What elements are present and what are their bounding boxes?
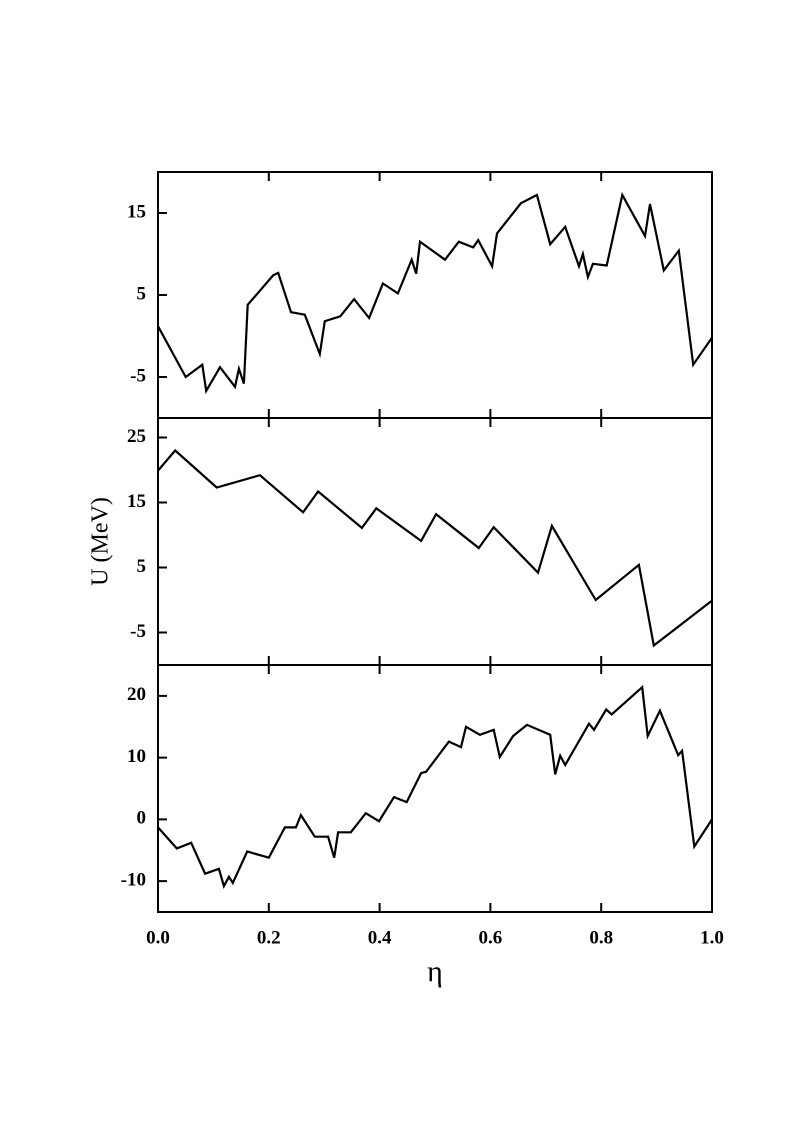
plot-frame xyxy=(157,664,713,913)
x-tick-label: 0.0 xyxy=(146,927,170,948)
plot-frame xyxy=(157,417,713,666)
data-line xyxy=(157,191,713,395)
x-tick-label: 0.4 xyxy=(368,927,392,948)
y-tick-label: 15 xyxy=(127,491,146,512)
x-tick-label: 1.0 xyxy=(700,927,724,948)
y-tick-label: -5 xyxy=(130,365,146,386)
x-tick-label: 0.8 xyxy=(589,927,613,948)
x-axis-title: η xyxy=(427,955,443,988)
y-tick-label: 5 xyxy=(137,283,147,304)
y-tick-label: -5 xyxy=(130,621,146,642)
y-tick-label: 0 xyxy=(137,808,147,829)
y-tick-label: -10 xyxy=(121,869,146,890)
y-axis-title: U (MeV) xyxy=(88,497,114,586)
y-tick-label: 15 xyxy=(127,201,146,222)
data-line xyxy=(157,684,713,889)
data-line xyxy=(157,448,713,648)
y-tick-label: 10 xyxy=(127,746,146,767)
x-tick-label: 0.2 xyxy=(257,927,281,948)
y-tick-label: 25 xyxy=(127,426,146,447)
y-tick-label: 20 xyxy=(127,684,146,705)
x-tick-label: 0.6 xyxy=(479,927,503,948)
y-tick-label: 5 xyxy=(137,556,147,577)
